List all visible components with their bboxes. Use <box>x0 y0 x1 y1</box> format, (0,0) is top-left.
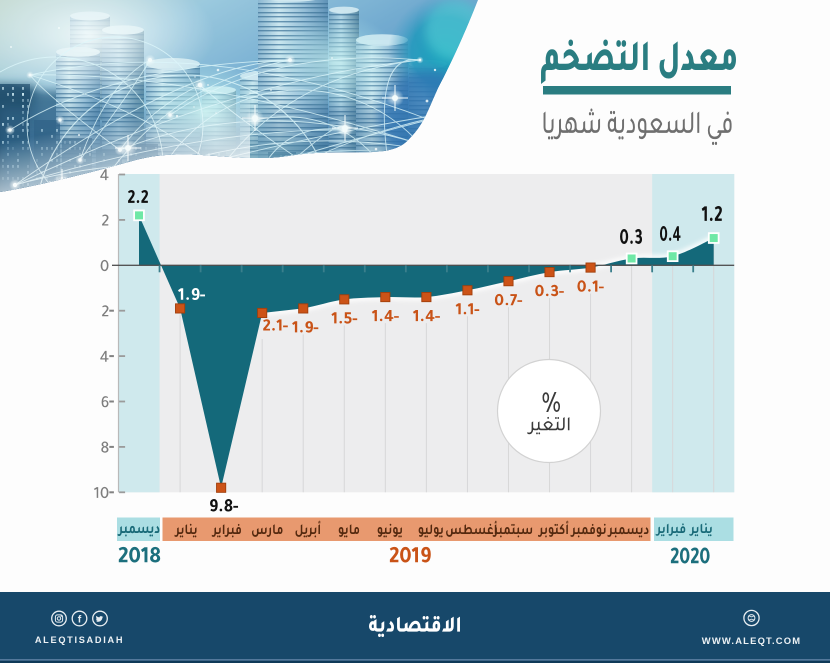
svg-text:f: f <box>78 614 82 626</box>
svg-text:ALEQTISADIAH: ALEQTISADIAH <box>35 635 124 645</box>
svg-text:WWW.ALEQT.COM: WWW.ALEQT.COM <box>702 635 801 646</box>
